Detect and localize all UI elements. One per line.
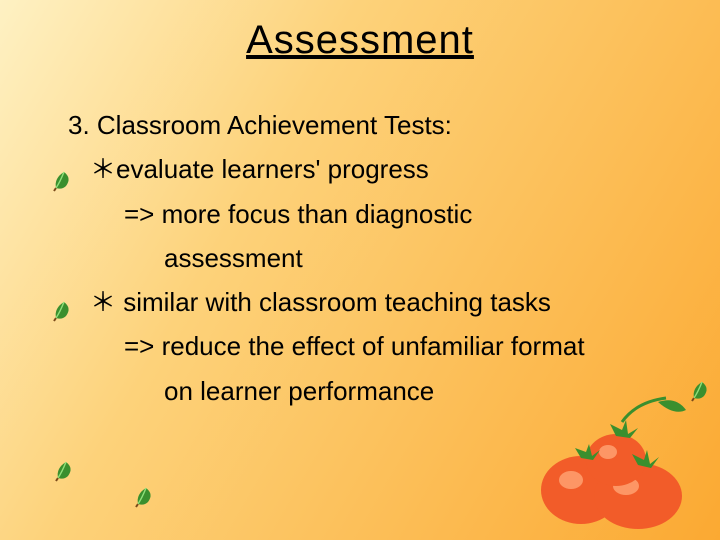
bullet-1-sub-1: => more focus than diagnostic: [68, 194, 700, 234]
bullet-1-sub-2: assessment: [68, 238, 700, 278]
bullet-2: ＊ similar with classroom teaching tasks: [68, 282, 700, 322]
leaf-icon: [52, 298, 76, 322]
leaf-icon: [134, 484, 158, 508]
slide-body: 3. Classroom Achievement Tests: ＊evaluat…: [68, 105, 700, 415]
bullet-1: ＊evaluate learners' progress: [68, 149, 700, 189]
leaf-icon: [54, 458, 78, 482]
leaf-icon: [52, 168, 76, 192]
slide: Assessment 3. Classroom Achievement Test…: [0, 0, 720, 540]
line-heading: 3. Classroom Achievement Tests:: [68, 105, 700, 145]
slide-title: Assessment: [0, 18, 720, 63]
tomato-decoration: [526, 390, 696, 530]
bullet-2-sub-1: => reduce the effect of unfamiliar forma…: [68, 326, 700, 366]
